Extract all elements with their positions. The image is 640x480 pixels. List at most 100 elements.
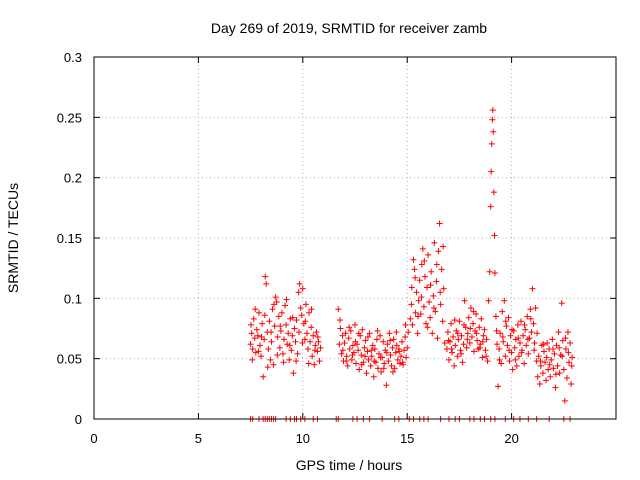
data-point	[530, 320, 537, 327]
data-point	[434, 335, 441, 342]
data-point	[459, 359, 466, 366]
data-point	[391, 365, 398, 372]
x-tick-label: 0	[90, 431, 97, 446]
data-point	[291, 325, 298, 332]
data-point	[393, 342, 400, 349]
data-point	[437, 289, 444, 296]
data-point	[277, 323, 284, 330]
data-point	[345, 335, 352, 342]
data-point	[248, 321, 255, 328]
data-point	[469, 320, 476, 327]
data-point	[545, 366, 552, 373]
x-tick-label: 5	[195, 431, 202, 446]
data-point	[527, 306, 534, 313]
data-point	[397, 353, 404, 360]
data-point	[405, 329, 412, 336]
data-point	[298, 312, 305, 319]
data-point	[568, 381, 575, 388]
data-point	[491, 269, 498, 276]
data-point	[567, 339, 574, 346]
data-point	[270, 301, 277, 308]
data-point	[407, 315, 414, 322]
data-point	[347, 327, 354, 334]
data-point	[356, 366, 363, 373]
data-point	[543, 354, 550, 361]
data-point	[285, 330, 292, 337]
data-point	[311, 361, 318, 368]
data-point	[484, 358, 491, 365]
data-point	[349, 352, 356, 359]
data-point	[389, 344, 396, 351]
data-point	[432, 308, 439, 315]
x-tick-label: 10	[296, 431, 310, 446]
axis-ticks	[93, 56, 616, 420]
data-point	[374, 365, 381, 372]
data-point	[549, 346, 556, 353]
data-point	[521, 321, 528, 328]
data-point	[555, 329, 562, 336]
data-point	[364, 333, 371, 340]
data-point	[280, 359, 287, 366]
data-point	[307, 338, 314, 345]
data-point	[290, 370, 297, 377]
data-point	[493, 327, 500, 334]
data-point	[268, 338, 275, 345]
data-point	[401, 347, 408, 354]
data-point	[276, 344, 283, 351]
data-point	[255, 309, 262, 316]
data-point	[293, 317, 300, 324]
data-point	[479, 338, 486, 345]
y-tick-label: 0	[75, 412, 82, 427]
data-point	[314, 348, 321, 355]
data-point	[430, 304, 437, 311]
data-point	[514, 321, 521, 328]
y-tick-label: 0.25	[57, 110, 82, 125]
data-point	[565, 349, 572, 356]
data-point	[316, 358, 323, 365]
data-point	[440, 285, 447, 292]
data-point	[549, 336, 556, 343]
data-point	[386, 330, 393, 337]
data-point	[468, 333, 475, 340]
data-point	[336, 341, 343, 348]
data-point	[364, 348, 371, 355]
data-point	[544, 339, 551, 346]
data-point	[552, 384, 559, 391]
data-point	[491, 232, 498, 239]
data-point	[289, 332, 296, 339]
data-point	[270, 361, 277, 368]
data-point	[368, 353, 375, 360]
data-point	[249, 356, 256, 363]
data-point	[560, 366, 567, 373]
data-point	[428, 268, 435, 275]
data-point	[471, 348, 478, 355]
data-point	[380, 365, 387, 372]
data-point	[556, 370, 563, 377]
data-point	[538, 342, 545, 349]
data-point	[355, 330, 362, 337]
y-tick-label: 0.1	[64, 291, 82, 306]
data-point	[365, 356, 372, 363]
data-point	[482, 347, 489, 354]
data-point	[371, 358, 378, 365]
data-point	[377, 354, 384, 361]
data-point	[398, 338, 405, 345]
data-points	[247, 107, 576, 422]
data-point	[496, 346, 503, 353]
data-point	[370, 373, 377, 380]
data-point	[433, 278, 440, 285]
data-point	[467, 304, 474, 311]
data-point	[448, 320, 455, 327]
data-point	[516, 339, 523, 346]
data-point	[568, 362, 575, 369]
data-point	[283, 296, 290, 303]
data-point	[299, 339, 306, 346]
data-point	[305, 360, 312, 367]
data-point	[409, 321, 416, 328]
data-point	[310, 332, 317, 339]
data-point	[451, 317, 458, 324]
data-point	[262, 273, 269, 280]
data-point	[265, 346, 272, 353]
data-point	[507, 332, 514, 339]
data-point	[473, 330, 480, 337]
